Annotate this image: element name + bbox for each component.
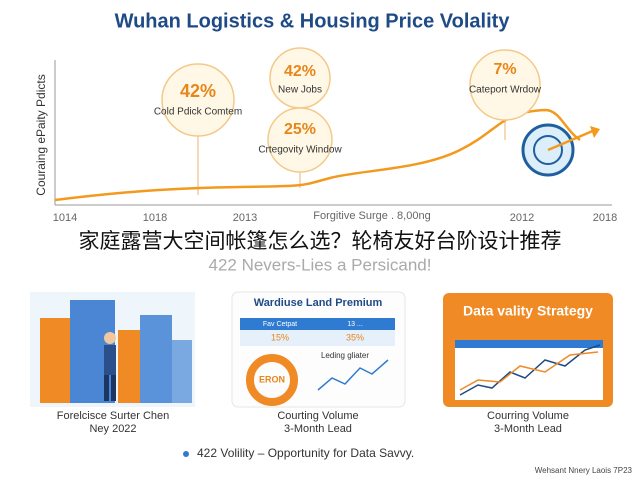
- arrow-head: [590, 126, 600, 138]
- card-caption: Courring Volume: [487, 410, 569, 422]
- table-cell: 13 ...: [347, 321, 363, 328]
- donut: [246, 354, 298, 406]
- mini-line: [317, 359, 389, 391]
- mini-table-header: [455, 340, 603, 348]
- table-cell: 15%: [271, 332, 289, 342]
- card-caption: Courting Volume: [277, 410, 358, 422]
- banner: 422 Nevers-Lies a Persicand!: [208, 255, 431, 274]
- x-label: 1018: [143, 212, 167, 224]
- x-label: 1014: [53, 212, 77, 224]
- y-label: Couraing ePaity Pdicts: [34, 74, 48, 195]
- table-cell: Fav Cetpat: [263, 321, 297, 328]
- tagline: 422 Volility – Opportunity for Data Savv…: [197, 446, 414, 460]
- x-labels: 1014 1018 2013 Forgitive Surge . 8,00ng …: [53, 210, 617, 224]
- target-ring: [533, 135, 563, 165]
- trend-line: [54, 108, 581, 202]
- table-row: [240, 330, 395, 346]
- buildings-illustration: [30, 292, 195, 407]
- title: Wuhan Logistics & Housing Price Volality: [115, 10, 511, 32]
- overlay-caption: 家庭露营大空间帐篷怎么选？轮椅友好台阶设计推荐: [79, 229, 562, 253]
- mini-line: [459, 351, 599, 391]
- arrow: [547, 128, 596, 152]
- mini-chart-label: Leding gliater: [321, 351, 369, 360]
- card-title: Wardiuse Land Premium: [254, 297, 383, 309]
- callout-label: Cold Pdick Comtem: [154, 107, 242, 118]
- donut-label: ERON: [259, 374, 285, 384]
- callout-label: Crtegovity Window: [258, 145, 342, 156]
- callout-value: 42%: [180, 81, 216, 101]
- callout-circles: [161, 47, 541, 173]
- x-label: 2018: [593, 212, 617, 224]
- credit: Wehsant Nnery Laois 7P23: [535, 466, 633, 475]
- callout-value: 7%: [493, 61, 516, 78]
- x-label: 2012: [510, 212, 534, 224]
- mini-line: [459, 344, 601, 396]
- bullet: [183, 451, 189, 457]
- callout-label: New Jobs: [278, 85, 322, 96]
- card-sub: 3-Month Lead: [284, 423, 352, 435]
- callout-value: 42%: [284, 63, 316, 80]
- card-title: Data vality Strategy: [463, 303, 593, 319]
- card-sub: 3-Month Lead: [494, 423, 562, 435]
- table-cell: 35%: [346, 332, 364, 342]
- callout-value: 25%: [284, 121, 316, 138]
- mini-table: [455, 340, 603, 400]
- callout-label: Cateport Wrdow: [469, 85, 542, 96]
- card-caption: Forelcisce Surter Chen: [57, 410, 170, 422]
- card-sub: Ney 2022: [89, 423, 136, 435]
- x-label: 2013: [233, 212, 257, 224]
- x-label: Forgitive Surge . 8,00ng: [313, 210, 430, 222]
